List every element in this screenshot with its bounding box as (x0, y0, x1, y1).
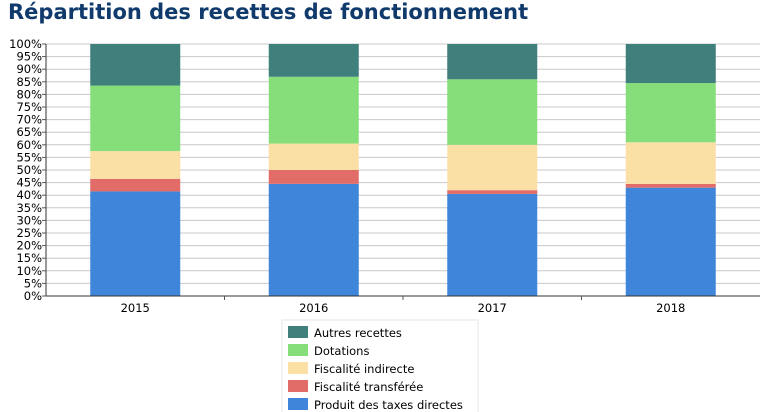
bar-segment (268, 76, 359, 144)
legend-label: Fiscalité indirecte (314, 362, 414, 376)
legend-label: Autres recettes (314, 326, 402, 340)
y-tick-label: 35% (16, 201, 42, 215)
legend-swatch (288, 380, 308, 392)
y-tick-label: 50% (16, 163, 42, 177)
bar-segment (625, 83, 716, 143)
legend-swatch (288, 326, 308, 338)
y-tick-label: 5% (24, 276, 42, 290)
bar-segment (447, 144, 538, 191)
legend-box (281, 319, 479, 412)
legend-swatch (288, 398, 308, 410)
bar-segment (268, 170, 359, 184)
bar-segment (625, 187, 716, 296)
y-tick-label: 65% (16, 125, 42, 139)
y-tick-label: 100% (9, 37, 42, 51)
bar-segment (625, 44, 716, 84)
y-tick-label: 15% (16, 251, 42, 265)
x-axis-ticks: 2015 2016 2017 2018 (121, 296, 685, 315)
y-tick-label: 85% (16, 75, 42, 89)
x-tick-label: 2015 (121, 301, 150, 315)
x-tick-label: 2018 (656, 301, 685, 315)
bars (90, 44, 716, 296)
legend-label: Dotations (314, 344, 369, 358)
bar-segment (90, 191, 181, 296)
legend-label: Fiscalité transférée (314, 380, 423, 394)
y-tick-label: 75% (16, 100, 42, 114)
legend-label: Produit des taxes directes (314, 398, 463, 412)
y-tick-label: 55% (16, 150, 42, 164)
legend-swatch (288, 344, 308, 356)
bar-segment (625, 142, 716, 184)
y-tick-label: 80% (16, 87, 42, 101)
y-tick-label: 45% (16, 176, 42, 190)
y-tick-label: 25% (16, 226, 42, 240)
legend-swatch (288, 362, 308, 374)
y-axis-ticks: 0%5%10%15%20%25%30%35%40%45%50%55%60%65%… (9, 37, 46, 303)
y-tick-label: 95% (16, 50, 42, 64)
bar-segment (268, 143, 359, 170)
bar-segment (268, 44, 359, 77)
x-tick-label: 2017 (478, 301, 507, 315)
bar-segment (90, 151, 181, 179)
y-tick-label: 0% (24, 289, 42, 303)
y-tick-label: 20% (16, 239, 42, 253)
bar-segment (447, 193, 538, 296)
y-tick-label: 60% (16, 138, 42, 152)
bar-segment (90, 85, 181, 152)
y-tick-label: 40% (16, 188, 42, 202)
legend: Autres recettes Dotations Fiscalité indire… (281, 319, 479, 412)
bar-segment (447, 79, 538, 145)
bar-segment (447, 190, 538, 194)
y-tick-label: 10% (16, 264, 42, 278)
y-tick-label: 90% (16, 62, 42, 76)
y-tick-label: 30% (16, 213, 42, 227)
chart-title: Répartition des recettes de fonctionneme… (8, 0, 529, 24)
bar-segment (447, 44, 538, 80)
y-tick-label: 70% (16, 113, 42, 127)
bar-segment (90, 44, 181, 86)
bar-segment (625, 183, 716, 188)
bar-segment (268, 183, 359, 296)
x-tick-label: 2016 (299, 301, 328, 315)
bar-segment (90, 178, 181, 192)
